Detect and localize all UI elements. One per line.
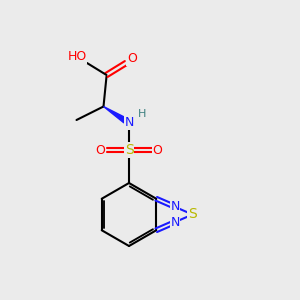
Text: N: N — [170, 216, 180, 229]
Text: O: O — [153, 143, 162, 157]
Text: S: S — [188, 208, 197, 221]
Text: O: O — [96, 143, 105, 157]
Text: H: H — [137, 109, 146, 119]
Text: HO: HO — [68, 50, 87, 64]
Text: O: O — [127, 52, 137, 65]
Text: N: N — [170, 200, 180, 213]
Text: S: S — [124, 143, 134, 157]
Text: N: N — [124, 116, 134, 130]
Polygon shape — [103, 106, 127, 123]
